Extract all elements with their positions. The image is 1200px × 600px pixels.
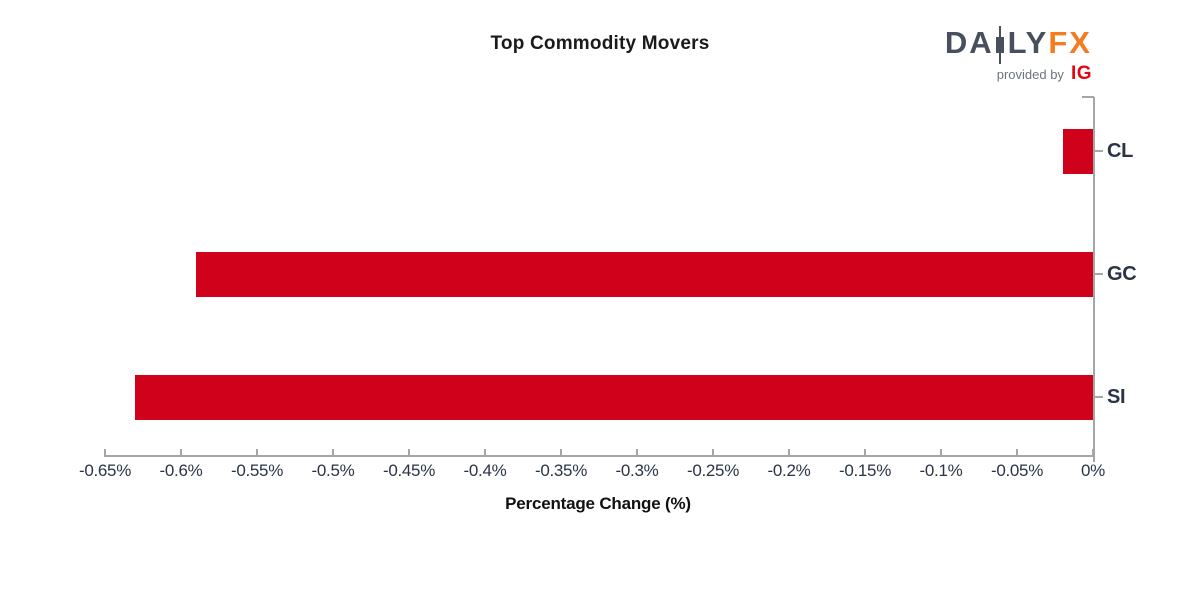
logo-text-fx: FX (1048, 25, 1092, 60)
chart-title: Top Commodity Movers (490, 33, 710, 54)
x-tick (940, 449, 942, 455)
logo-text-ly: LY (1007, 25, 1049, 60)
category-tick-si (1094, 396, 1103, 398)
y-axis-spine (1093, 97, 1095, 462)
bar-cl (1062, 128, 1093, 174)
ig-logo: IG (1070, 63, 1092, 84)
x-tick-label: -0.35% (534, 461, 588, 480)
candlestick-icon (995, 26, 1004, 64)
x-tick (1092, 449, 1094, 455)
x-tick-label: -0.1% (919, 461, 963, 480)
x-tick (788, 449, 790, 455)
x-tick-label: -0.05% (990, 461, 1044, 480)
dailyfx-logo: DA LY FX provided by IG (945, 24, 1092, 85)
x-tick (636, 449, 638, 455)
x-tick (104, 449, 106, 455)
category-tick-gc (1094, 273, 1103, 275)
x-tick (712, 449, 714, 455)
x-tick-label: -0.6% (159, 461, 203, 480)
x-axis-line (104, 455, 1095, 457)
x-tick-label: -0.65% (78, 461, 132, 480)
x-axis-title: Percentage Change (%) (505, 494, 691, 513)
x-tick (1016, 449, 1018, 455)
x-tick (560, 449, 562, 455)
x-tick (256, 449, 258, 455)
x-tick-label: -0.5% (311, 461, 355, 480)
category-label-si: SI (1107, 386, 1126, 408)
x-tick (484, 449, 486, 455)
x-tick-label: -0.55% (230, 461, 284, 480)
bar-si (135, 374, 1093, 420)
category-tick-cl (1094, 150, 1103, 152)
x-tick-label: -0.25% (686, 461, 740, 480)
y-axis-top-tick (1082, 96, 1094, 98)
provided-by-text: provided by (996, 66, 1064, 82)
x-tick (864, 449, 866, 455)
category-label-cl: CL (1107, 140, 1134, 162)
logo-text-da: DA (944, 25, 994, 60)
x-tick-label: 0% (1081, 461, 1105, 480)
bar-gc (196, 251, 1093, 297)
x-tick-label: -0.3% (615, 461, 659, 480)
dailyfx-wordmark: DA LY FX (944, 24, 1092, 64)
category-label-gc: GC (1107, 263, 1137, 285)
x-tick (180, 449, 182, 455)
x-tick-label: -0.2% (767, 461, 811, 480)
x-tick-label: -0.4% (463, 461, 507, 480)
x-tick (332, 449, 334, 455)
x-tick (408, 449, 410, 455)
provided-by-line: provided by IG (945, 63, 1092, 85)
x-tick-label: -0.15% (838, 461, 892, 480)
x-tick-label: -0.45% (382, 461, 436, 480)
